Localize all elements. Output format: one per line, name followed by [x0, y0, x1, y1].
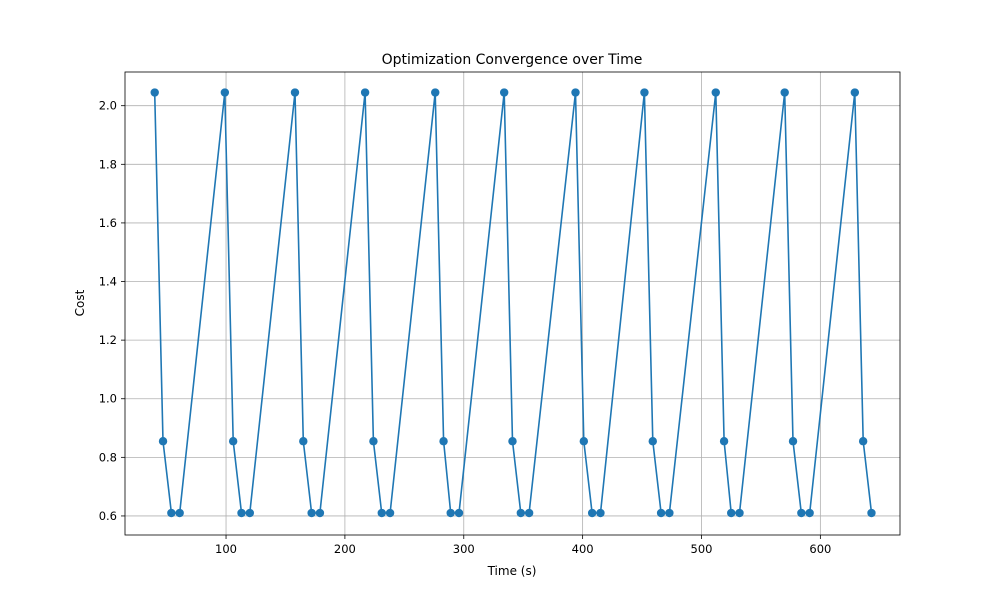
data-point	[805, 508, 814, 518]
y-tick-label: 1.4	[99, 275, 117, 289]
data-point	[237, 508, 246, 518]
data-point	[360, 88, 370, 97]
data-point	[579, 437, 589, 446]
data-point	[719, 437, 729, 446]
data-point	[454, 508, 464, 518]
data-point	[369, 437, 378, 446]
data-point	[788, 437, 798, 446]
data-point	[446, 508, 455, 518]
data-point	[307, 508, 316, 518]
data-point	[850, 88, 860, 97]
data-point	[315, 508, 325, 518]
y-tick-label: 2.0	[99, 99, 117, 113]
data-point	[167, 508, 176, 518]
data-point	[524, 508, 534, 518]
data-point	[587, 508, 597, 518]
data-point	[508, 437, 517, 446]
data-point	[571, 88, 580, 97]
data-point	[858, 437, 868, 446]
data-point	[431, 88, 440, 97]
x-tick-label: 500	[691, 542, 713, 556]
data-point	[245, 508, 255, 518]
y-axis-label: Cost	[73, 289, 87, 316]
series-line	[153, 91, 873, 514]
data-point	[665, 508, 674, 518]
data-point	[158, 437, 168, 446]
data-point	[516, 508, 526, 518]
data-point	[648, 437, 657, 446]
data-point	[299, 437, 308, 446]
data-point	[228, 437, 238, 446]
data-point	[220, 88, 230, 97]
data-point	[727, 508, 736, 518]
x-tick-label: 200	[334, 542, 356, 556]
data-point	[175, 508, 184, 518]
data-point	[385, 508, 395, 518]
data-point	[640, 88, 649, 97]
x-axis-label: Time (s)	[487, 564, 537, 578]
y-tick-label: 0.8	[99, 450, 117, 464]
chart-title: Optimization Convergence over Time	[382, 52, 643, 68]
data-point	[780, 88, 789, 97]
data-point	[150, 88, 159, 97]
y-tick-label: 1.2	[99, 333, 117, 347]
x-tick-label: 400	[572, 542, 594, 556]
y-tick-label: 0.6	[99, 509, 117, 523]
data-point	[797, 508, 806, 518]
data-point	[735, 508, 744, 518]
series-cost	[150, 88, 876, 518]
data-point	[499, 88, 509, 97]
y-tick-label: 1.0	[99, 392, 117, 406]
y-tick-label: 1.6	[99, 216, 117, 230]
data-point	[711, 88, 720, 97]
data-point	[596, 508, 605, 518]
x-tick-label: 300	[453, 542, 475, 556]
x-tick-label: 600	[809, 542, 831, 556]
y-tick-label: 1.8	[99, 157, 117, 171]
x-tick-label: 100	[215, 542, 237, 556]
data-point	[439, 437, 448, 446]
grid-lines	[125, 72, 900, 535]
data-point	[656, 508, 666, 518]
data-point	[867, 508, 876, 518]
data-point	[290, 88, 300, 97]
plot-area-frame	[124, 71, 901, 536]
data-point	[377, 508, 386, 518]
axis-ticks: 100 200 300 400 500 600 0.6 0.8 1.0 1.2 1.4 1.6 1.8 2…	[99, 99, 832, 556]
